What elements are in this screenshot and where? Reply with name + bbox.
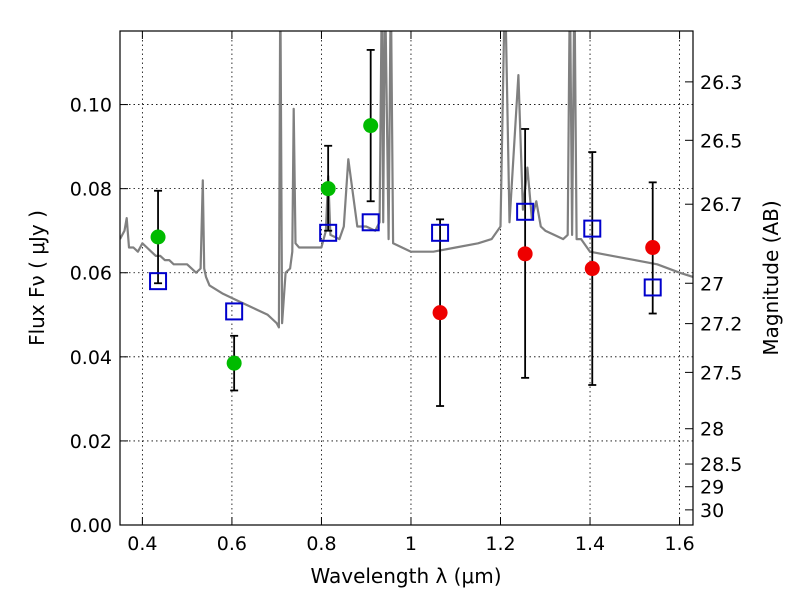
model-square-marker xyxy=(643,278,662,297)
y2-tick-label: 26.7 xyxy=(700,194,742,216)
observed-point xyxy=(150,229,166,245)
x-tick-label: 1.4 xyxy=(575,533,605,555)
x-tick-label: 0.6 xyxy=(217,533,247,555)
y-tick-label: 0.00 xyxy=(70,515,112,537)
observed-point xyxy=(645,240,661,256)
x-axis-label: Wavelength λ (μm) xyxy=(310,564,501,588)
y2-tick-label: 28.5 xyxy=(700,454,742,476)
y-axis-label: Flux Fν ( μJy ) xyxy=(25,210,49,346)
y2-tick-label: 26.3 xyxy=(700,72,742,94)
x-tick-label: 1.2 xyxy=(485,533,515,555)
y-tick-label: 0.10 xyxy=(70,95,112,117)
model-square-marker xyxy=(225,302,244,321)
y-tick-label: 0.08 xyxy=(70,179,112,201)
spectrum-layer xyxy=(120,31,693,329)
model-square-marker xyxy=(361,213,380,232)
observed-point xyxy=(320,181,336,197)
plot-frame xyxy=(119,30,694,526)
x-tick-label: 0.4 xyxy=(127,533,157,555)
model-square-marker xyxy=(149,272,168,291)
axes: 0.4 0.6 0.8 1 1.2 1.4 1.6 0.00 0.02 0.04 0.06 0.08 0… xyxy=(70,30,742,555)
y-tick-label: 0.06 xyxy=(70,263,112,285)
observed-point xyxy=(226,355,242,371)
observed-point xyxy=(584,261,600,277)
y2-tick-label: 27.2 xyxy=(700,314,742,336)
y2-tick-label: 27 xyxy=(700,273,724,295)
model-square-marker xyxy=(583,219,602,238)
y2-tick-label: 29 xyxy=(700,477,724,499)
y2-tick-label: 30 xyxy=(700,500,724,522)
y2-tick-label: 28 xyxy=(700,419,724,441)
observed-point xyxy=(363,118,379,134)
model-square-marker xyxy=(319,223,338,242)
y-tick-label: 0.04 xyxy=(70,347,112,369)
marker-layer xyxy=(149,118,662,371)
y-tick-label: 0.02 xyxy=(70,431,112,453)
observed-point xyxy=(517,246,533,262)
spectrum-line xyxy=(120,31,693,329)
model-square-marker xyxy=(431,223,450,242)
y2-tick-label: 27.5 xyxy=(700,362,742,384)
model-square-marker xyxy=(516,202,535,221)
errorbar-layer xyxy=(154,49,657,407)
x-tick-label: 0.8 xyxy=(306,533,336,555)
observed-point xyxy=(432,305,448,321)
axis-labels: Wavelength λ (μm) Flux Fν ( μJy ) Magnit… xyxy=(25,200,783,588)
y2-tick-label: 26.5 xyxy=(700,130,742,152)
x-tick-label: 1.6 xyxy=(664,533,694,555)
x-tick-label: 1 xyxy=(405,533,417,555)
y2-axis-label: Magnitude (AB) xyxy=(759,200,783,355)
